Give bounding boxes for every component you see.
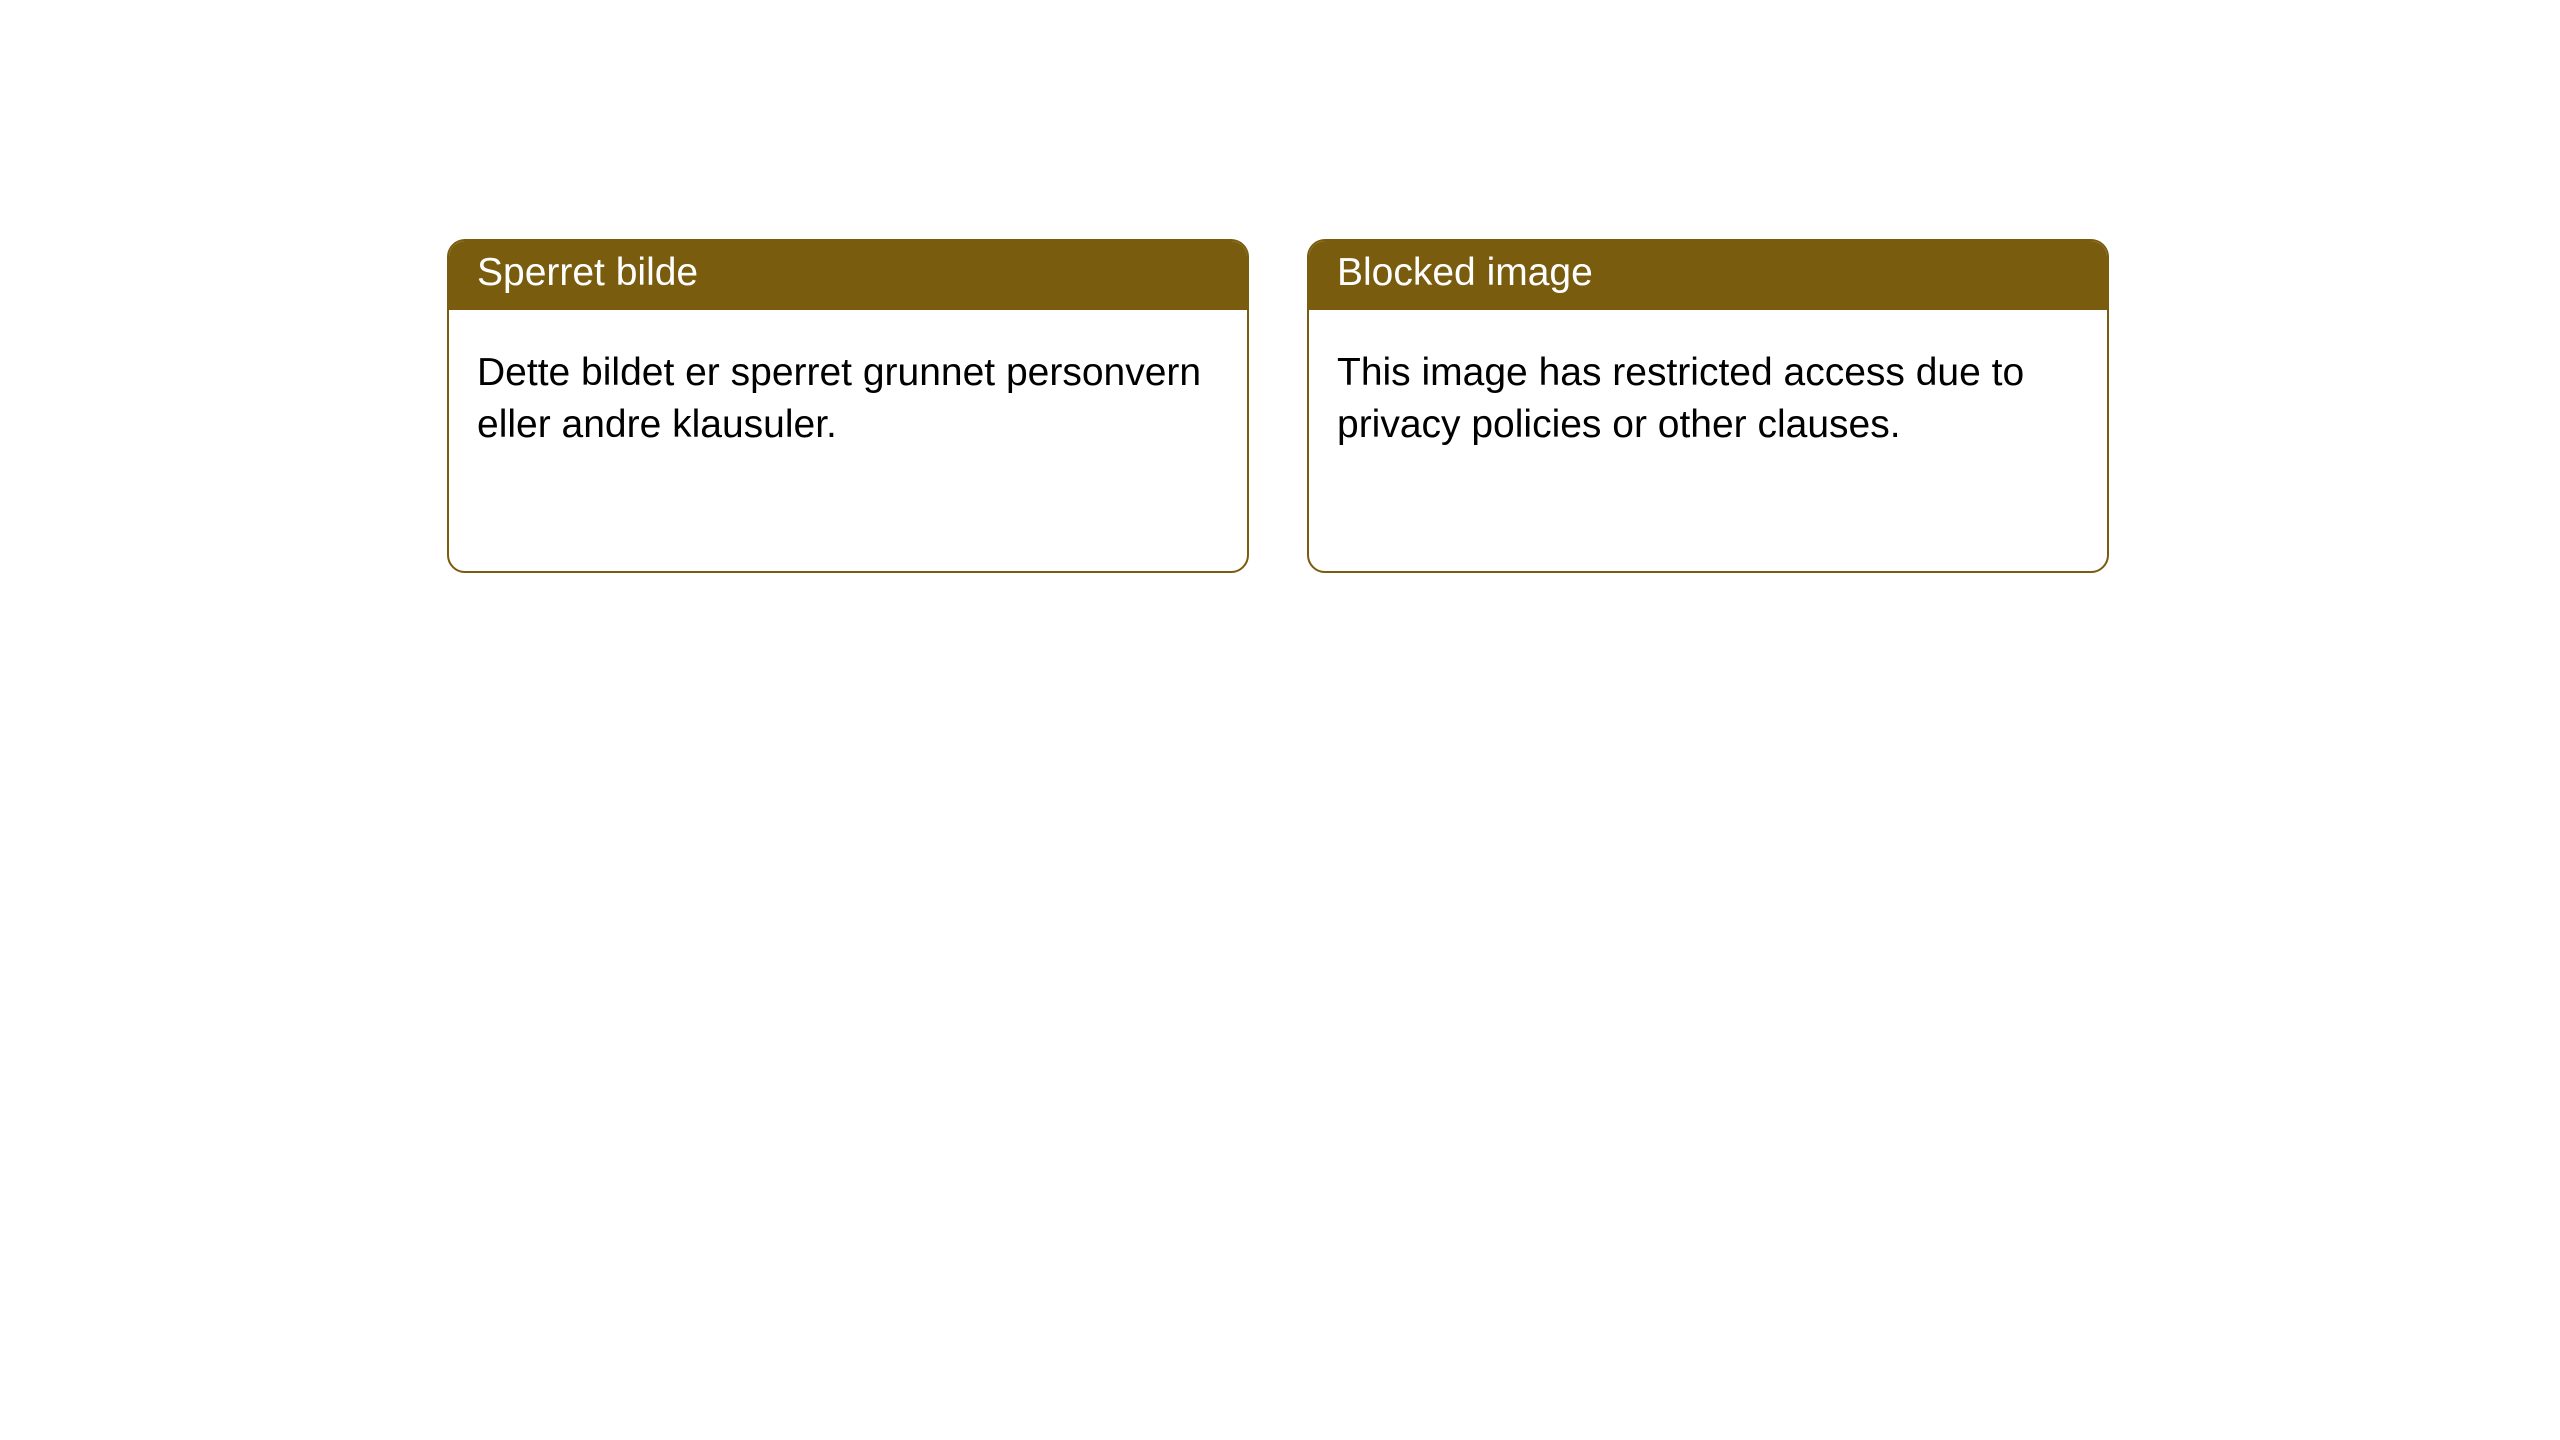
notice-container: Sperret bilde Dette bildet er sperret gr… (0, 0, 2560, 573)
notice-card-header: Sperret bilde (449, 241, 1247, 310)
notice-body-text: Dette bildet er sperret grunnet personve… (477, 351, 1201, 446)
notice-card-body: This image has restricted access due to … (1309, 310, 2107, 479)
notice-card-norwegian: Sperret bilde Dette bildet er sperret gr… (447, 239, 1249, 573)
notice-card-body: Dette bildet er sperret grunnet personve… (449, 310, 1247, 479)
notice-card-header: Blocked image (1309, 241, 2107, 310)
notice-body-text: This image has restricted access due to … (1337, 351, 2024, 446)
notice-card-english: Blocked image This image has restricted … (1307, 239, 2109, 573)
notice-title: Blocked image (1337, 251, 1593, 294)
notice-title: Sperret bilde (477, 251, 698, 294)
